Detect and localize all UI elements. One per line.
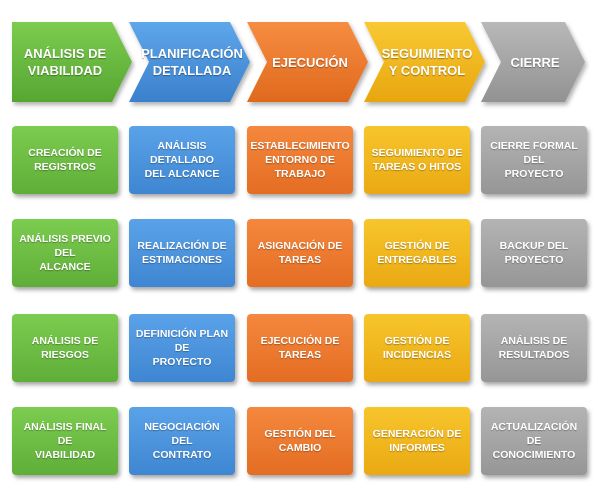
phase-chevron-planificacion — [129, 22, 250, 102]
task-card-analisis-final-viabilidad: ANÁLISIS FINAL DE VIABILIDAD — [12, 407, 118, 475]
task-card-creacion-registros: CREACIÓN DE REGISTROS — [12, 126, 118, 194]
task-card-analisis-riesgos: ANÁLISIS DE RIESGOS — [12, 314, 118, 382]
task-card-cierre-formal: CIERRE FORMAL DEL PROYECTO — [481, 126, 587, 194]
task-card-realizacion-estimaciones: REALIZACIÓN DE ESTIMACIONES — [129, 219, 235, 287]
task-card-establecimiento-entorno: ESTABLECIMIENTO ENTORNO DE TRABAJO — [247, 126, 353, 194]
task-card-ejecucion-tareas: EJECUCIÓN DE TAREAS — [247, 314, 353, 382]
phase-chevron-cierre — [481, 22, 585, 102]
task-card-gestion-incidencias: GESTIÓN DE INCIDENCIAS — [364, 314, 470, 382]
task-card-analisis-detallado-alcance: ANÁLISIS DETALLADO DEL ALCANCE — [129, 126, 235, 194]
task-card-generacion-informes: GENERACIÓN DE INFORMES — [364, 407, 470, 475]
phase-chevron-viabilidad — [12, 22, 132, 102]
task-card-negociacion-contrato: NEGOCIACIÓN DEL CONTRATO — [129, 407, 235, 475]
phase-chevron-ejecucion — [247, 22, 368, 102]
task-card-analisis-previo-alcance: ANÁLISIS PREVIO DEL ALCANCE — [12, 219, 118, 287]
task-card-backup-proyecto: BACKUP DEL PROYECTO — [481, 219, 587, 287]
task-card-actualizacion-conocimiento: ACTUALIZACIÓN DE CONOCIMIENTO — [481, 407, 587, 475]
task-card-gestion-cambio: GESTIÓN DEL CAMBIO — [247, 407, 353, 475]
task-card-definicion-plan-proyecto: DEFINICIÓN PLAN DE PROYECTO — [129, 314, 235, 382]
phase-chevron-seguimiento — [364, 22, 485, 102]
task-card-analisis-resultados: ANÁLISIS DE RESULTADOS — [481, 314, 587, 382]
task-card-asignacion-tareas: ASIGNACIÓN DE TAREAS — [247, 219, 353, 287]
task-card-gestion-entregables: GESTIÓN DE ENTREGABLES — [364, 219, 470, 287]
task-card-seguimiento-tareas-hitos: SEGUIMIENTO DE TAREAS O HITOS — [364, 126, 470, 194]
